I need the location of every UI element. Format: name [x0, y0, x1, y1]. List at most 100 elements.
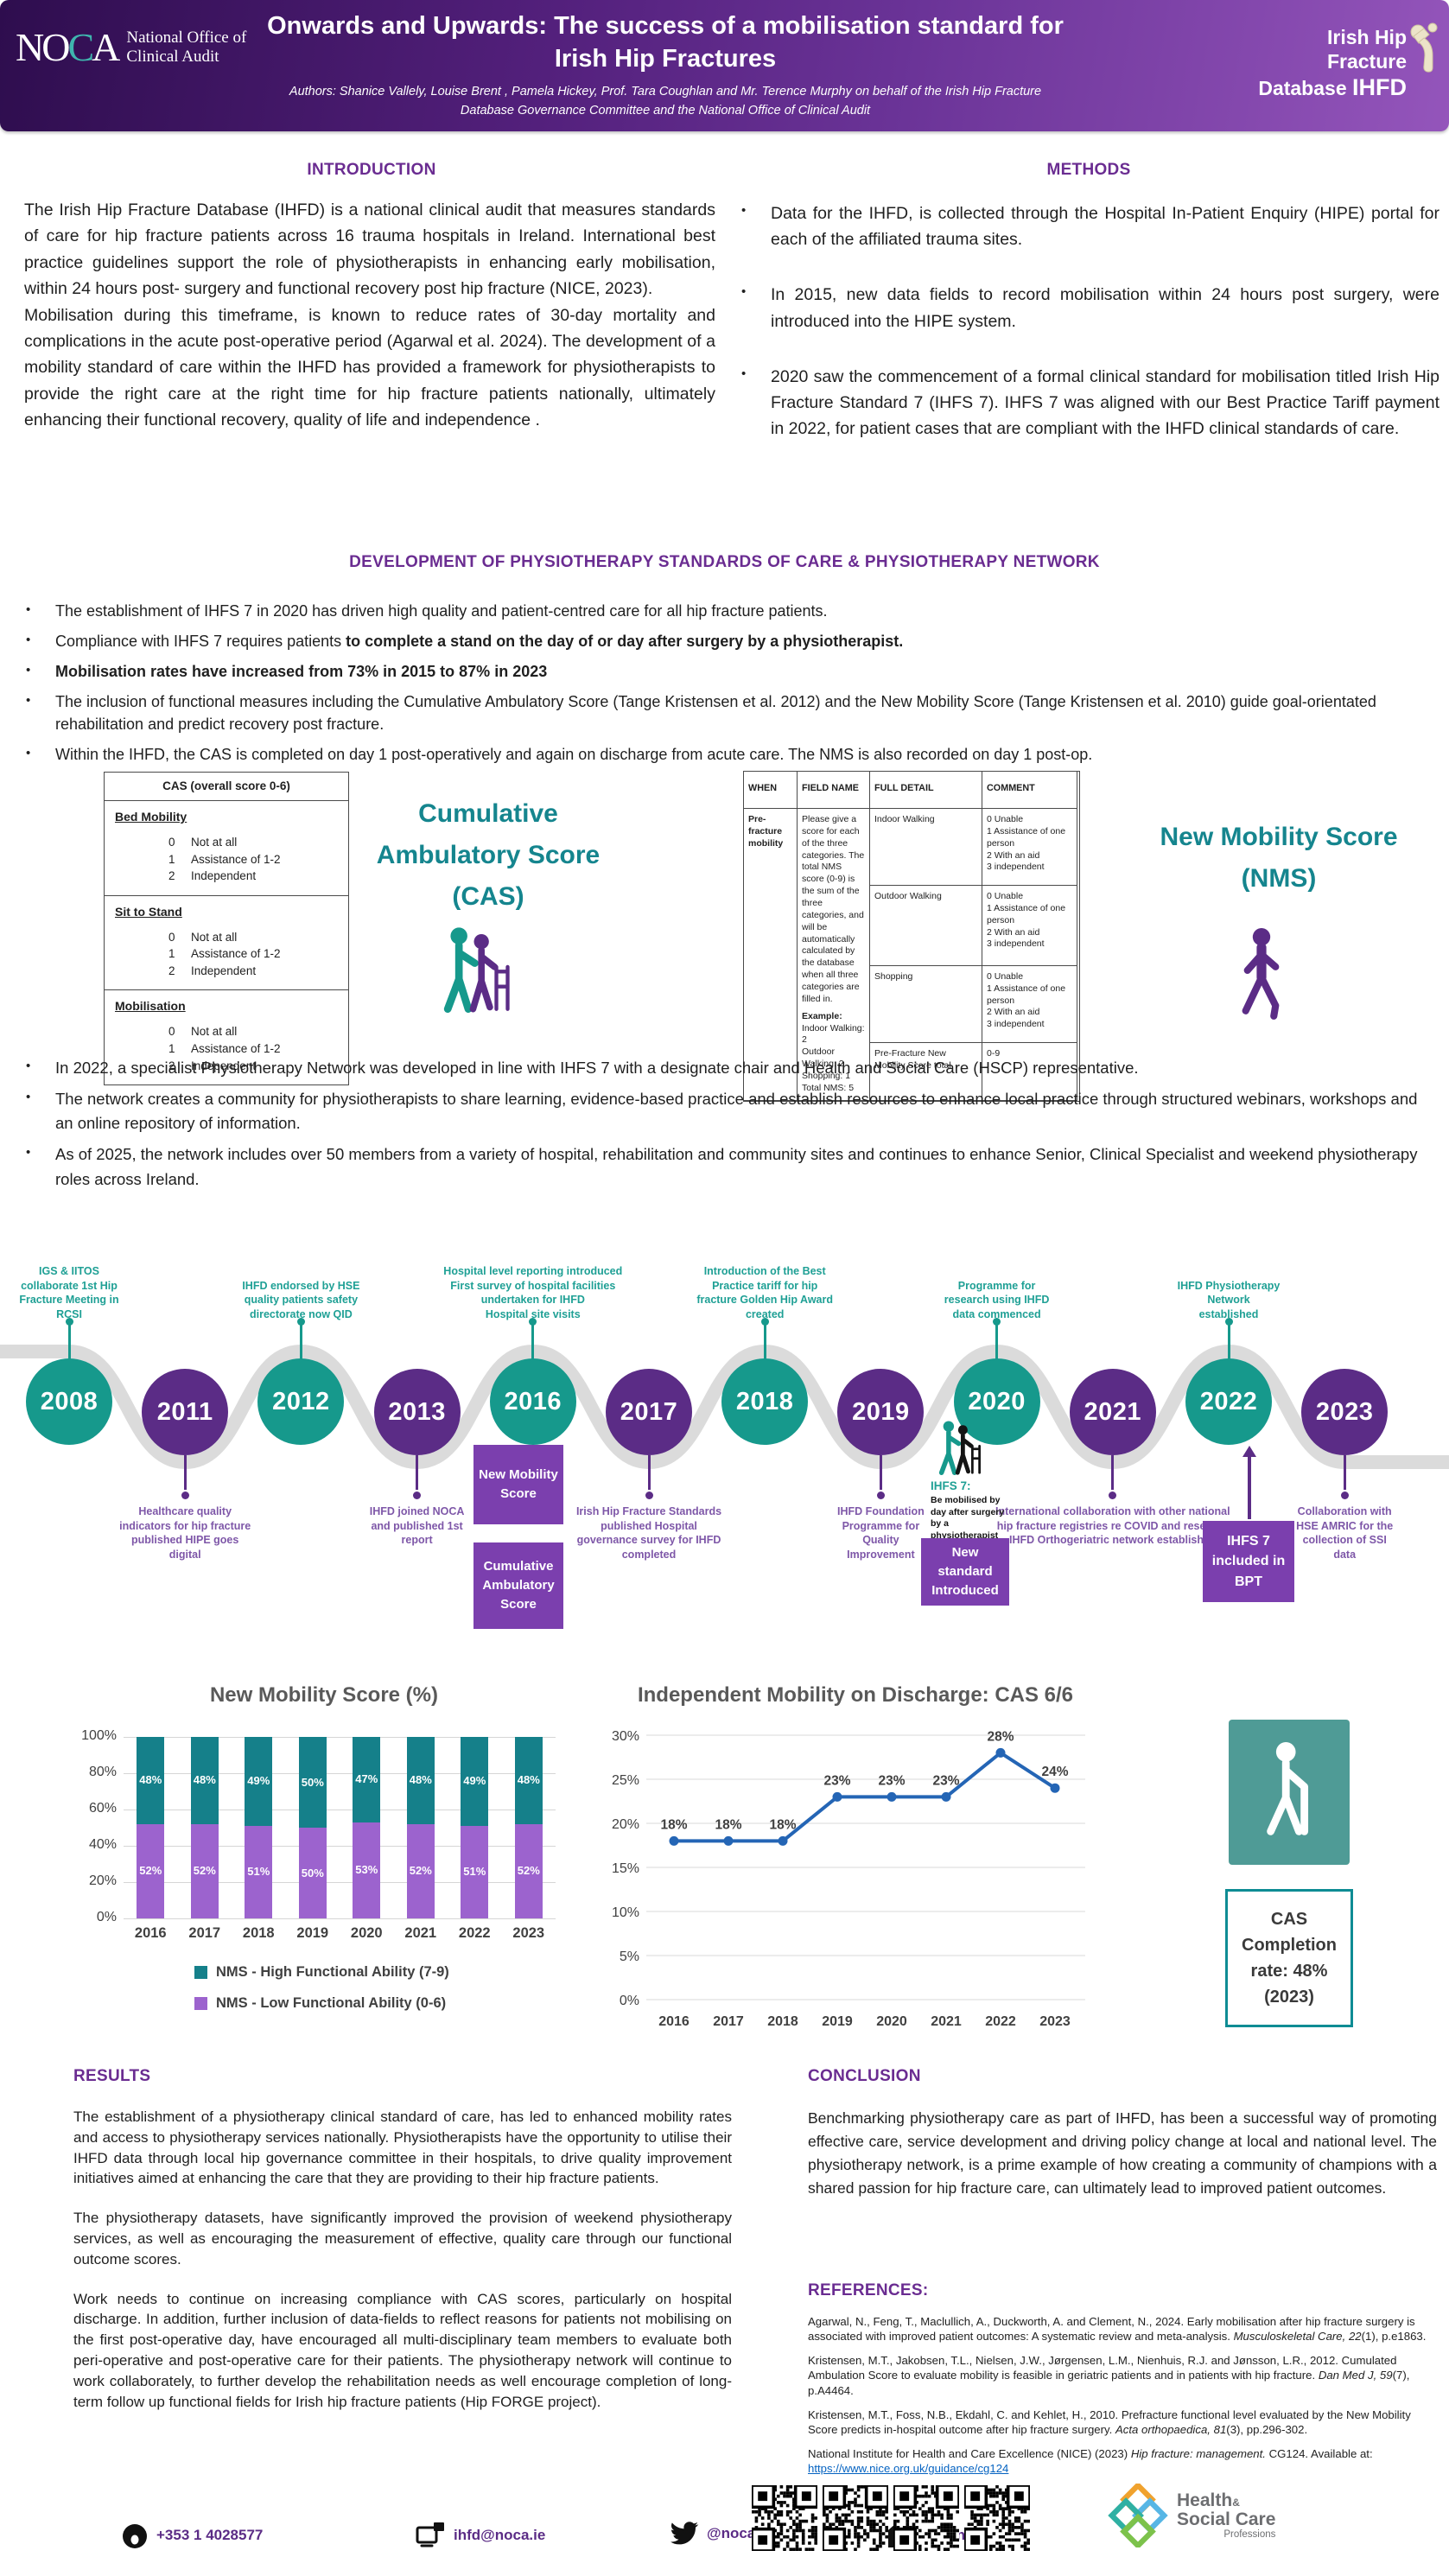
bar-value-high: 49% — [247, 1774, 270, 1788]
development-bullet-text: The establishment of IHFS 7 in 2020 has … — [55, 600, 1433, 622]
qr-code — [964, 2485, 1030, 2551]
bar-legend-item: NMS - High Functional Ability (7-9) — [194, 1964, 449, 1981]
bar-segment-low — [298, 1828, 327, 1918]
bullet-icon: • — [26, 1145, 31, 1161]
reference-text: Dan Med J, 59 — [1318, 2369, 1393, 2382]
cas-score-row: 1 Assistance of 1-2 — [168, 1040, 340, 1058]
bpt-arrow-line — [1248, 1455, 1251, 1519]
cas-score-value: 1 — [168, 852, 175, 866]
nms-comment-text: Please give a score for each of the thre… — [802, 814, 865, 1004]
hscp-text: Health& Social Care Professions — [1177, 2490, 1276, 2541]
cas-section-label: Mobilisation — [115, 999, 186, 1014]
noca-wordmark: NOCA — [16, 25, 120, 69]
cas-section-label: Sit to Stand — [115, 904, 182, 919]
nms-detail-cell: 0 Unable 1 Assistance of one person 2 Wi… — [982, 965, 1077, 1043]
timeline-dot — [1109, 1492, 1117, 1499]
bar-ytick-label: 40% — [88, 1837, 117, 1852]
nms-when-cell: Pre-fracture mobility — [744, 809, 798, 1101]
timeline-year-2013: 2013 — [373, 1369, 461, 1455]
poster-title-line1: Onwards and Upwards: The success of a mo… — [267, 12, 1064, 40]
line-point-label: 23% — [823, 1773, 850, 1788]
line-point — [941, 1791, 951, 1802]
nms-score-table: WHEN FIELD NAME FULL DETAIL COMMENT Pre-frac… — [743, 771, 1080, 1102]
timeline-dot — [529, 1318, 537, 1326]
line-ytick-label: 20% — [612, 1817, 639, 1832]
timeline-label: Introduction of the Best Practice tariff… — [696, 1265, 834, 1320]
qr-code — [893, 2485, 959, 2551]
timeline-callout-bpt: IHFS 7 included in BPT — [1203, 1521, 1294, 1602]
ihfs7-label: IHFS 7: — [931, 1479, 971, 1492]
reference-text: (7), p.A4464. — [808, 2369, 1410, 2397]
timeline-stem — [1227, 1325, 1230, 1359]
ihfs7-description: Be mobilised by day after surgery by a p… — [931, 1495, 1005, 1541]
development-bullet: • Within the IHFD, the CAS is completed o… — [26, 743, 1433, 766]
footer-phone: +353 1 4028577 — [121, 2522, 263, 2549]
references-list: Agarwal, N., Feng, T., Maclullich, A., D… — [808, 2314, 1440, 2485]
timeline-year-2021: 2021 — [1069, 1369, 1156, 1455]
line-point — [778, 1835, 788, 1846]
bar-value-high: 48% — [193, 1773, 216, 1787]
line-ytick-label: 10% — [612, 1905, 639, 1920]
reference-text: (3), pp.296-302. — [1226, 2422, 1308, 2436]
nms-field-cell: Outdoor Walking — [870, 885, 982, 966]
nms-field-cell: Indoor Walking — [870, 809, 982, 886]
line-xtick-label: 2020 — [876, 2014, 907, 2029]
bar-segment-high — [514, 1737, 543, 1824]
line-point-label: 28% — [987, 1729, 1014, 1744]
bullet-icon: • — [741, 203, 747, 218]
timeline-dot — [760, 1318, 769, 1326]
line-xtick-label: 2022 — [985, 2014, 1016, 2029]
bar-gridline — [124, 1846, 556, 1847]
cas-score-row: 1 Assistance of 1-2 — [168, 945, 340, 963]
cas-caption: Cumulative Ambulatory Score (CAS) — [376, 799, 601, 911]
reference-entry: Kristensen, M.T., Foss, N.B., Ekdahl, C.… — [808, 2407, 1440, 2437]
cas-walker-icon — [443, 927, 510, 1013]
cas-section-rows: 0 Not at all 1 Assistance of 1-2 2 Independen… — [168, 929, 340, 980]
ihfs7-walker-icon — [938, 1421, 981, 1475]
reference-text: Acta orthopaedica, 81 — [1115, 2422, 1227, 2436]
bar-xtick-label: 2019 — [296, 1925, 329, 1941]
bar-value-low: 53% — [355, 1863, 378, 1877]
reference-link[interactable]: https://www.nice.org.uk/guidance/cg124 — [808, 2462, 1009, 2476]
line-point — [887, 1791, 897, 1802]
timeline-stem — [67, 1325, 71, 1359]
bar-segment-low — [461, 1825, 489, 1918]
poster-title-line2: Irish Hip Fractures — [554, 45, 777, 73]
line-ytick-label: 15% — [612, 1861, 639, 1876]
nms-comment-cell: Please give a score for each of the thre… — [798, 809, 870, 1101]
nms-field-cell: Shopping — [870, 965, 982, 1043]
legend-swatch — [194, 1997, 207, 2010]
text-segment: In 2022, a specialist Physiotherapy Netw… — [55, 1059, 1139, 1077]
bar-chart-title: New Mobility Score (%) — [209, 1683, 439, 1707]
reference-text: Kristensen, M.T., Foss, N.B., Ekdahl, C.… — [808, 2407, 1411, 2436]
cas-score-desc: Not at all — [191, 836, 238, 849]
cas-line-chart: Independent Mobility on Discharge: CAS 6… — [596, 1683, 1115, 2055]
cas-score-value: 1 — [168, 1041, 175, 1055]
results-paragraph: The physiotherapy datasets, have signifi… — [73, 2210, 732, 2268]
reference-entry: Kristensen, M.T., Jakobsen, T.L., Nielse… — [808, 2353, 1440, 2397]
timeline-stem — [183, 1455, 187, 1490]
bar-xtick-label: 2017 — [188, 1925, 221, 1941]
bar-value-high: 50% — [301, 1775, 324, 1789]
timeline-label-wrap: Introduction of the Best Practice tariff… — [696, 1197, 834, 1321]
cas-table-section: Bed Mobility 0 Not at all 1 Assistance of 1-… — [105, 801, 348, 895]
development-bullet: • Mobilisation rates have increased from … — [26, 660, 1433, 683]
phone-icon — [123, 2524, 147, 2548]
timeline-label: IGS & IITOS collaborate 1st Hip Fracture… — [19, 1265, 119, 1320]
timeline-dot — [645, 1492, 653, 1499]
timeline-callout-new-mobility-score: New Mobility Score — [473, 1445, 563, 1524]
bullet-icon: • — [26, 746, 31, 761]
timeline-stem — [763, 1325, 766, 1359]
cas-score-value: 2 — [168, 964, 175, 977]
bullet-icon: • — [26, 1059, 31, 1073]
qr-code — [823, 2485, 888, 2551]
nms-example-text: Indoor Walking: 2 Outdoor Walking: 2 Sho… — [802, 1022, 865, 1093]
timeline-year-2022: 2022 — [1185, 1358, 1272, 1445]
bar-segment-low — [353, 1822, 381, 1918]
bar-segment-low — [514, 1823, 543, 1918]
bar-value-high: 48% — [139, 1773, 162, 1787]
line-xtick-label: 2021 — [931, 2014, 962, 2029]
bar-value-high: 49% — [463, 1774, 486, 1788]
reference-text: (1), p.e1863. — [1361, 2330, 1427, 2344]
text-segment: The inclusion of functional measures inc… — [55, 693, 1376, 734]
